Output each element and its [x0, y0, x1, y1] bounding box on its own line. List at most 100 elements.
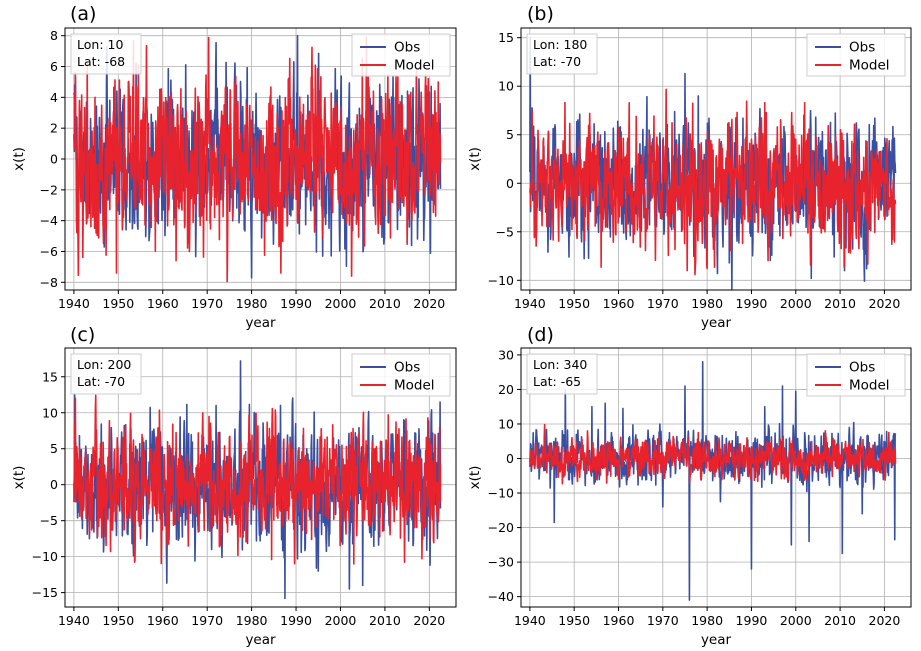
y-tick-label: −8: [40, 275, 58, 290]
info-box: Lon: 10 Lat: -68: [70, 33, 142, 75]
x-tick-label: 2020: [413, 613, 445, 628]
legend-label-model: Model: [394, 58, 435, 74]
plot-frame: [520, 347, 912, 608]
y-tick-label: −2: [40, 182, 58, 197]
x-tick-label: 1960: [603, 613, 635, 628]
y-tick-label: 8: [50, 28, 58, 43]
y-tick-label: −10: [32, 549, 58, 564]
x-tick-label: 1970: [647, 613, 679, 628]
y-axis-label: x(t): [467, 466, 483, 490]
y-tick-label: −10: [488, 273, 514, 288]
y-tick-label: −40: [488, 589, 514, 604]
x-tick-label: 2000: [325, 613, 357, 628]
info-line: Lon: 340: [533, 357, 587, 372]
panel-c: (c) 1940 1950 1960 1970 1980 1990 2000 2010 2020 −…: [11, 324, 457, 648]
x-tick-label: 1960: [147, 613, 179, 628]
x-tick-label: 1960: [147, 296, 179, 311]
plot-frame: [64, 347, 457, 608]
y-tick-label: 20: [498, 382, 514, 397]
x-tick-label: 1940: [514, 296, 546, 311]
x-tick-label: 2000: [780, 296, 812, 311]
plot-frame: [520, 27, 912, 291]
x-tick-label: 2010: [824, 296, 856, 311]
x-axis-label: year: [701, 632, 732, 648]
panel-label: (c): [70, 324, 95, 346]
x-tick-label: 1970: [191, 613, 223, 628]
x-axis-label: year: [245, 632, 276, 648]
x-tick-label: 1950: [102, 296, 134, 311]
legend-label-model: Model: [849, 58, 890, 74]
y-tick-label: 10: [498, 79, 514, 94]
x-tick-label: 1970: [647, 296, 679, 311]
x-tick-label: 1960: [603, 296, 635, 311]
x-tick-label: 1950: [558, 296, 590, 311]
y-tick-label: 15: [498, 30, 514, 45]
x-tick-label: 1940: [58, 296, 90, 311]
y-tick-label: 30: [498, 347, 514, 362]
y-tick-label: 6: [50, 59, 58, 74]
y-tick-label: 5: [506, 127, 514, 142]
x-tick-label: 1990: [736, 613, 768, 628]
panel-a: (a) 1940 1950 1960 1970 1980 1990 2000 2010 2020 −…: [11, 3, 457, 331]
legend: Obs Model: [806, 353, 906, 397]
info-line: Lat: -70: [77, 374, 125, 389]
y-tick-label: 10: [42, 405, 58, 420]
info-box: Lon: 200 Lat: -70: [70, 353, 142, 395]
y-tick-label: 0: [506, 176, 514, 191]
legend-label-model: Model: [849, 378, 890, 394]
x-tick-label: 1980: [691, 613, 723, 628]
x-tick-label: 2010: [824, 613, 856, 628]
y-tick-label: 0: [50, 477, 58, 492]
y-tick-label: −30: [488, 555, 514, 570]
series-line-model: [73, 394, 442, 565]
info-line: Lat: -68: [77, 54, 125, 69]
x-tick-label: 1990: [280, 296, 312, 311]
x-tick-label: 2000: [780, 613, 812, 628]
legend-label-obs: Obs: [849, 360, 875, 376]
y-tick-label: −5: [496, 224, 514, 239]
x-tick-label: 2020: [869, 296, 901, 311]
series-line-model: [529, 423, 897, 485]
y-tick-label: −5: [40, 513, 58, 528]
x-tick-label: 1950: [102, 613, 134, 628]
info-line: Lat: -70: [533, 54, 581, 69]
series-line-model: [73, 36, 442, 283]
x-tick-label: 1980: [236, 613, 268, 628]
x-tick-label: 2020: [413, 296, 445, 311]
y-tick-label: 15: [42, 369, 58, 384]
y-tick-label: −20: [488, 520, 514, 535]
series-line-obs: [529, 361, 897, 601]
y-tick-label: 0: [506, 451, 514, 466]
y-axis-label: x(t): [467, 147, 483, 171]
panel-d: (d)1940 1950 1960 1970 1980 1990 2000 2010 2020−…: [467, 324, 912, 648]
x-tick-label: 1950: [558, 613, 590, 628]
info-line: Lon: 200: [77, 357, 131, 372]
info-line: Lat: -65: [533, 374, 581, 389]
legend: Obs Model: [351, 353, 451, 397]
panel-label: (d): [527, 324, 554, 346]
x-axis-label: year: [701, 315, 732, 331]
y-tick-label: 0: [50, 152, 58, 167]
legend-label-obs: Obs: [394, 40, 420, 56]
y-tick-label: −6: [40, 244, 58, 259]
x-tick-label: 2000: [325, 296, 357, 311]
series-line-model: [529, 88, 897, 276]
panel-label: (a): [70, 3, 96, 25]
y-tick-label: 5: [50, 441, 58, 456]
y-axis-label: x(t): [11, 147, 27, 171]
y-tick-label: 4: [50, 90, 58, 105]
panel-b: (b) 1940 1950 1960 1970 1980 1990 2000 2010 2020 −…: [467, 3, 912, 331]
y-tick-label: 10: [498, 416, 514, 431]
x-tick-label: 2020: [869, 613, 901, 628]
legend: Obs Model: [806, 33, 906, 77]
x-tick-label: 1990: [736, 296, 768, 311]
x-tick-label: 2010: [369, 613, 401, 628]
x-tick-label: 1970: [191, 296, 223, 311]
y-tick-label: −4: [40, 213, 58, 228]
x-tick-label: 1980: [691, 296, 723, 311]
legend: Obs Model: [351, 33, 451, 77]
y-tick-label: −10: [488, 486, 514, 501]
x-tick-label: 2010: [369, 296, 401, 311]
panel-label: (b): [527, 3, 554, 25]
